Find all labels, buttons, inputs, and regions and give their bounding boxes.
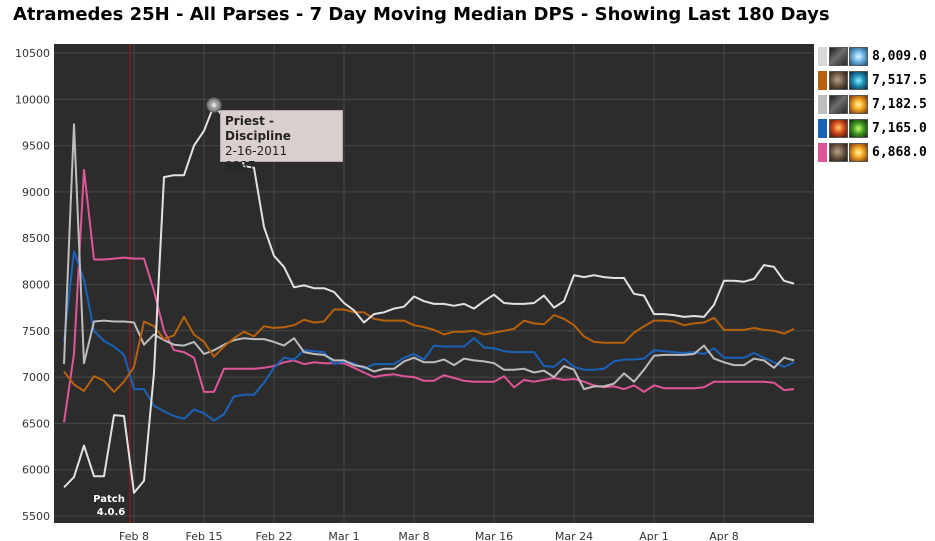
x-tick-label: Mar 1 — [328, 530, 359, 541]
legend-value: 7,165.0 — [872, 120, 927, 136]
y-tick-label: 9500 — [22, 140, 50, 153]
y-tick-label: 5500 — [22, 510, 50, 523]
y-axis-ticks: 5500 6000 6500 7000 7500 8000 8500 9000 9500 1000… — [15, 47, 50, 523]
flame-icon — [829, 118, 848, 138]
legend-entry: 8,009.0 — [818, 44, 933, 68]
nature-icon — [849, 118, 868, 138]
series-line-5 — [63, 168, 795, 423]
x-tick-label: Mar 16 — [475, 530, 513, 541]
x-tick-label: Feb 15 — [186, 530, 223, 541]
legend: 8,009.0 7,517.5 7,182.5 7,165.0 6,868.0 — [818, 44, 933, 164]
legend-entry: 6,868.0 — [818, 140, 933, 164]
tooltip-series-name: Priest - Discipline — [225, 114, 291, 143]
highlight-point — [206, 97, 222, 113]
legend-value: 6,868.0 — [872, 144, 927, 160]
series-line-1 — [63, 104, 795, 494]
data-tooltip: Priest - Discipline 2-16-2011 9937 — [220, 110, 343, 173]
patch-marker: Patch 4.0.6 — [93, 44, 131, 523]
legend-entry: 7,165.0 — [818, 116, 933, 140]
y-tick-label: 10500 — [15, 47, 50, 60]
legend-value: 7,517.5 — [872, 72, 927, 88]
grid-lines — [54, 44, 814, 523]
patch-marker-label-line1: Patch — [93, 494, 125, 505]
y-tick-label: 8500 — [22, 232, 50, 245]
tooltip-date: 2-16-2011 — [225, 144, 288, 158]
patch-marker-label-line2: 4.0.6 — [97, 507, 126, 518]
legend-swatch — [818, 118, 827, 138]
holy-burst-icon — [849, 94, 868, 114]
y-tick-label: 7000 — [22, 371, 50, 384]
crystal-shield-icon — [849, 46, 868, 66]
x-axis-ticks: Feb 8 Feb 15 Feb 22 Mar 1 Mar 8 Mar 16 Mar 24 A… — [119, 530, 739, 541]
highlight-point-center — [211, 102, 217, 108]
y-tick-label: 10000 — [15, 93, 50, 106]
y-tick-label: 6500 — [22, 417, 50, 430]
chart-title: Atramedes 25H - All Parses - 7 Day Movin… — [13, 4, 830, 25]
fist-icon — [829, 142, 848, 162]
plot-background — [54, 44, 814, 523]
x-tick-label: Apr 8 — [709, 530, 739, 541]
y-tick-label: 6000 — [22, 464, 50, 477]
x-tick-label: Mar 24 — [555, 530, 593, 541]
mace-icon — [829, 46, 848, 66]
legend-value: 8,009.0 — [872, 48, 927, 64]
series-line-2 — [63, 308, 795, 393]
arcane-icon — [849, 70, 868, 90]
legend-entry: 7,182.5 — [818, 92, 933, 116]
series-lines — [63, 104, 795, 494]
fist-icon — [829, 70, 848, 90]
x-tick-label: Mar 8 — [398, 530, 429, 541]
y-tick-label: 9000 — [22, 186, 50, 199]
legend-swatch — [818, 46, 827, 66]
legend-entry: 7,517.5 — [818, 68, 933, 92]
series-line-3 — [63, 123, 795, 391]
series-line-4 — [63, 250, 795, 422]
legend-value: 7,182.5 — [872, 96, 927, 112]
x-tick-label: Feb 22 — [256, 530, 293, 541]
y-tick-label: 7500 — [22, 325, 50, 338]
x-tick-label: Feb 8 — [119, 530, 149, 541]
x-tick-label: Apr 1 — [639, 530, 669, 541]
legend-swatch — [818, 70, 827, 90]
tooltip-value: 9937 — [225, 159, 256, 173]
mace-icon — [829, 94, 848, 114]
y-tick-label: 8000 — [22, 279, 50, 292]
holy-burst-icon — [849, 142, 868, 162]
legend-swatch — [818, 142, 827, 162]
legend-swatch — [818, 94, 827, 114]
